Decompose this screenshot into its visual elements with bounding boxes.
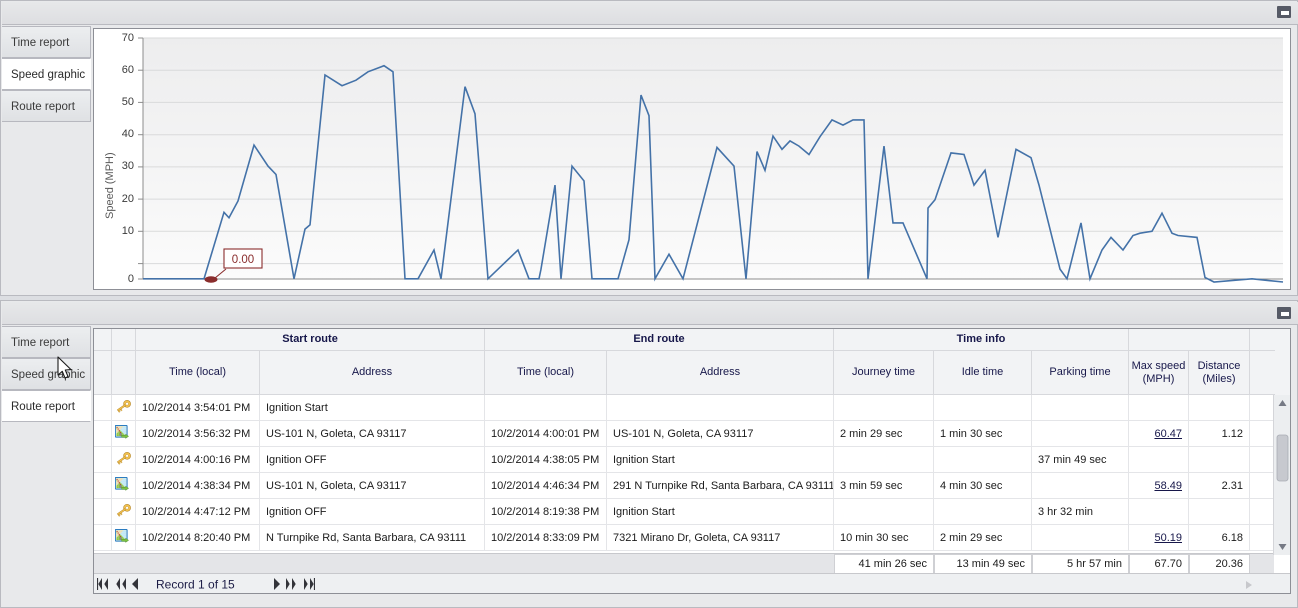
svg-text:Record 1 of 15: Record 1 of 15 <box>156 578 235 592</box>
svg-text:0.00: 0.00 <box>232 254 254 266</box>
